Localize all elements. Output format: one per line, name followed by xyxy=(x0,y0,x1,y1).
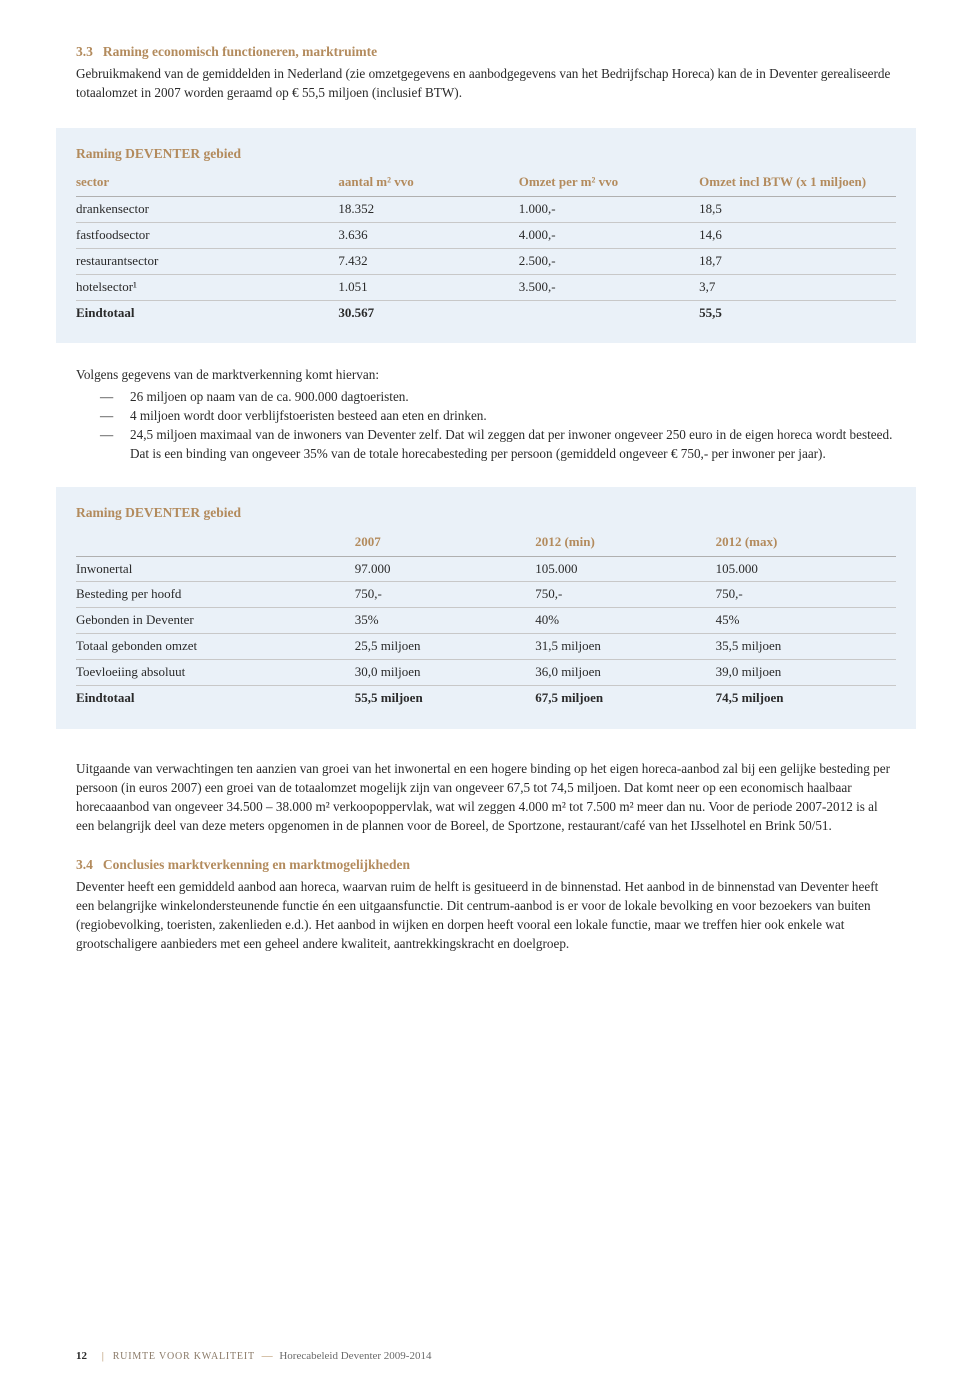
table-cell: 35% xyxy=(355,608,535,634)
table-row: Eindtotaal55,5 miljoen67,5 miljoen74,5 m… xyxy=(76,685,896,710)
footer-sub: Horecabeleid Deventer 2009-2014 xyxy=(279,1350,431,1362)
table-2-title: Raming DEVENTER gebied xyxy=(76,503,896,523)
table-cell: 39,0 miljoen xyxy=(716,659,896,685)
table-cell: Inwonertal xyxy=(76,556,355,582)
table-cell: 67,5 miljoen xyxy=(535,685,715,710)
table-row: Eindtotaal30.567 55,5 xyxy=(76,300,896,325)
table-1-box: Raming DEVENTER gebied sector aantal m² … xyxy=(56,128,916,344)
table-cell: fastfoodsector xyxy=(76,223,338,249)
table-cell: 3.500,- xyxy=(519,274,699,300)
table-cell: 105.000 xyxy=(716,556,896,582)
section-title: Raming economisch functioneren, marktrui… xyxy=(103,44,377,59)
table-cell: 55,5 xyxy=(699,300,896,325)
table-cell: Eindtotaal xyxy=(76,300,338,325)
table-cell: 4.000,- xyxy=(519,223,699,249)
table-cell: 97.000 xyxy=(355,556,535,582)
table-cell: 31,5 miljoen xyxy=(535,634,715,660)
table-row: fastfoodsector3.6364.000,-14,6 xyxy=(76,223,896,249)
mid-lead: Volgens gegevens van de marktverkenning … xyxy=(76,365,896,384)
table-cell: 750,- xyxy=(535,582,715,608)
t1-h3: Omzet per m² vvo xyxy=(519,169,699,196)
t1-h2: aantal m² vvo xyxy=(338,169,518,196)
table-cell: Besteding per hoofd xyxy=(76,582,355,608)
section-num: 3.3 xyxy=(76,44,93,59)
section-3-3-intro: Gebruikmakend van de gemiddelden in Nede… xyxy=(76,64,896,102)
page-footer: 12 | RUIMTE VOOR KWALITEIT — Horecabelei… xyxy=(76,1349,431,1365)
table-cell: 25,5 miljoen xyxy=(355,634,535,660)
list-item: 24,5 miljoen maximaal van de inwoners va… xyxy=(76,425,896,463)
table-cell: 18.352 xyxy=(338,197,518,223)
section-title: Conclusies marktverkenning en marktmogel… xyxy=(103,857,410,872)
t2-h1 xyxy=(76,529,355,556)
table-cell: 74,5 miljoen xyxy=(716,685,896,710)
table-cell: 105.000 xyxy=(535,556,715,582)
table-cell: hotelsector¹ xyxy=(76,274,338,300)
section-3-4-body: Deventer heeft een gemiddeld aanbod aan … xyxy=(76,877,896,954)
table-row: restaurantsector7.4322.500,-18,7 xyxy=(76,248,896,274)
table-cell: 1.051 xyxy=(338,274,518,300)
t2-h3: 2012 (min) xyxy=(535,529,715,556)
t1-h4: Omzet incl BTW (x 1 miljoen) xyxy=(699,169,896,196)
table-cell: 750,- xyxy=(355,582,535,608)
table-cell: drankensector xyxy=(76,197,338,223)
t1-h1: sector xyxy=(76,169,338,196)
table-2: 2007 2012 (min) 2012 (max) Inwonertal97.… xyxy=(76,529,896,711)
table-cell: 35,5 miljoen xyxy=(716,634,896,660)
section-3-3-heading: 3.3 Raming economisch functioneren, markt… xyxy=(76,42,896,62)
table-cell: 1.000,- xyxy=(519,197,699,223)
list-item: 4 miljoen wordt door verblijfstoeristen … xyxy=(76,406,896,425)
table-cell: 30,0 miljoen xyxy=(355,659,535,685)
list-item: 26 miljoen op naam van de ca. 900.000 da… xyxy=(76,387,896,406)
table-row: Besteding per hoofd750,-750,-750,- xyxy=(76,582,896,608)
table-cell: 14,6 xyxy=(699,223,896,249)
page-number: 12 xyxy=(76,1350,87,1362)
table-cell: Totaal gebonden omzet xyxy=(76,634,355,660)
table-row: drankensector18.3521.000,-18,5 xyxy=(76,197,896,223)
table-cell: Toevloeiing absoluut xyxy=(76,659,355,685)
table-cell: 3.636 xyxy=(338,223,518,249)
table-row: Inwonertal97.000105.000105.000 xyxy=(76,556,896,582)
table-cell: 30.567 xyxy=(338,300,518,325)
table-1-title: Raming DEVENTER gebied xyxy=(76,144,896,164)
t2-h2: 2007 xyxy=(355,529,535,556)
table-cell: 2.500,- xyxy=(519,248,699,274)
table-cell: 36,0 miljoen xyxy=(535,659,715,685)
table-row: Toevloeiing absoluut30,0 miljoen36,0 mil… xyxy=(76,659,896,685)
footer-divider: | xyxy=(102,1350,104,1362)
table-cell: Eindtotaal xyxy=(76,685,355,710)
table-row: hotelsector¹1.0513.500,-3,7 xyxy=(76,274,896,300)
table-2-box: Raming DEVENTER gebied 2007 2012 (min) 2… xyxy=(56,487,916,728)
mid-list: 26 miljoen op naam van de ca. 900.000 da… xyxy=(76,387,896,464)
table-1: sector aantal m² vvo Omzet per m² vvo Om… xyxy=(76,169,896,325)
para-after-table2: Uitgaande van verwachtingen ten aanzien … xyxy=(76,759,896,836)
table-row: Gebonden in Deventer35%40%45% xyxy=(76,608,896,634)
table-cell xyxy=(519,300,699,325)
table-cell: 750,- xyxy=(716,582,896,608)
table-cell: Gebonden in Deventer xyxy=(76,608,355,634)
table-cell: 3,7 xyxy=(699,274,896,300)
table-cell: 45% xyxy=(716,608,896,634)
section-3-4-heading: 3.4 Conclusies marktverkenning en marktmo… xyxy=(76,855,896,875)
section-num: 3.4 xyxy=(76,857,93,872)
table-cell: restaurantsector xyxy=(76,248,338,274)
table-cell: 55,5 miljoen xyxy=(355,685,535,710)
table-cell: 18,5 xyxy=(699,197,896,223)
table-cell: 40% xyxy=(535,608,715,634)
table-row: Totaal gebonden omzet25,5 miljoen31,5 mi… xyxy=(76,634,896,660)
footer-caps: RUIMTE VOOR KWALITEIT xyxy=(113,1351,255,1362)
table-cell: 18,7 xyxy=(699,248,896,274)
footer-dash: — xyxy=(262,1350,273,1362)
t2-h4: 2012 (max) xyxy=(716,529,896,556)
table-cell: 7.432 xyxy=(338,248,518,274)
